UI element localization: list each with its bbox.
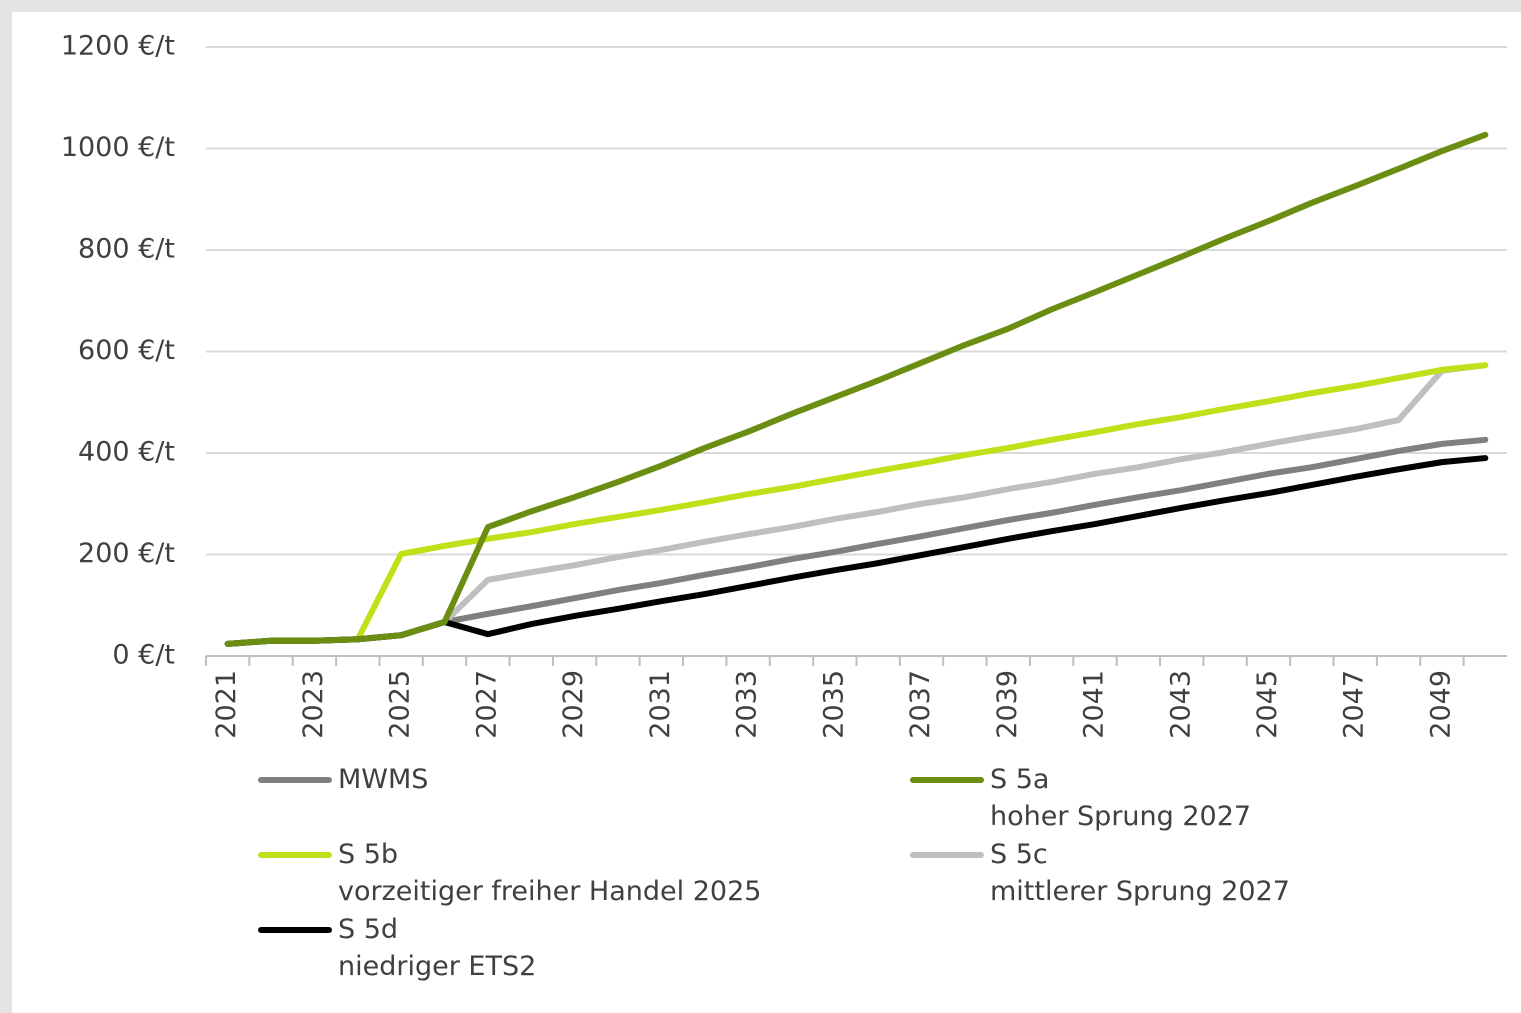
legend-swatch bbox=[258, 777, 332, 783]
x-tick-label: 2027 bbox=[471, 670, 502, 739]
legend-swatch bbox=[910, 777, 984, 783]
legend-label: MWMS bbox=[338, 764, 429, 795]
y-tick-label: 400 €/t bbox=[78, 437, 175, 468]
y-tick-label: 1200 €/t bbox=[61, 31, 175, 62]
legend-label: S 5d niedriger ETS2 bbox=[338, 914, 537, 982]
x-tick-label: 2035 bbox=[818, 670, 849, 739]
legend-swatch bbox=[258, 852, 332, 858]
series-line bbox=[224, 362, 1489, 647]
legend-swatch bbox=[258, 927, 332, 933]
legend-label: S 5c mittlerer Sprung 2027 bbox=[990, 839, 1290, 907]
y-tick-label: 200 €/t bbox=[78, 538, 175, 569]
y-tick-label: 800 €/t bbox=[78, 234, 175, 265]
x-tick-label: 2033 bbox=[732, 670, 763, 739]
x-tick-label: 2041 bbox=[1079, 670, 1110, 739]
x-tick-label: 2039 bbox=[992, 670, 1023, 739]
x-tick-label: 2031 bbox=[645, 670, 676, 739]
x-tick-label: 2045 bbox=[1252, 670, 1283, 739]
x-tick-label: 2021 bbox=[211, 670, 242, 739]
series-line bbox=[224, 362, 1489, 647]
y-tick-label: 600 €/t bbox=[78, 335, 175, 366]
legend-swatch bbox=[910, 852, 984, 858]
x-tick-label: 2023 bbox=[298, 670, 329, 739]
x-tick-label: 2043 bbox=[1165, 670, 1196, 739]
x-tick-label: 2029 bbox=[558, 670, 589, 739]
x-tick-label: 2025 bbox=[385, 670, 416, 739]
legend-label: S 5b vorzeitiger freiher Handel 2025 bbox=[338, 839, 762, 907]
series-line bbox=[224, 436, 1489, 647]
panel bbox=[12, 12, 1521, 1013]
x-tick-label: 2049 bbox=[1425, 670, 1456, 739]
legend-label: S 5a hoher Sprung 2027 bbox=[990, 764, 1252, 832]
x-tick-label: 2037 bbox=[905, 670, 936, 739]
y-tick-label: 0 €/t bbox=[112, 640, 175, 671]
series-line bbox=[224, 131, 1489, 647]
y-tick-label: 1000 €/t bbox=[61, 132, 175, 163]
x-tick-label: 2047 bbox=[1339, 670, 1370, 739]
